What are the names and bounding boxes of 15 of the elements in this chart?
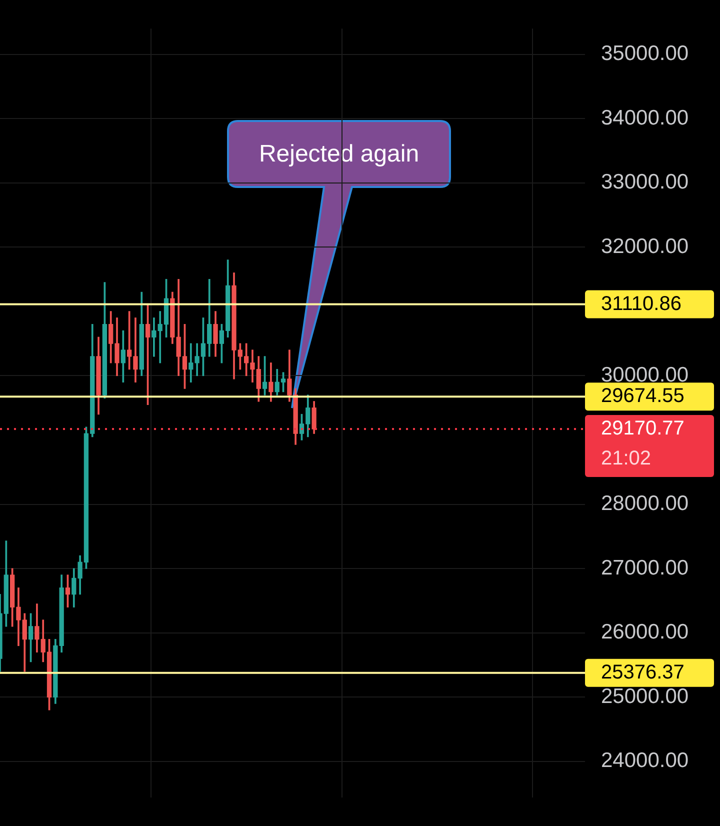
y-tick-label: 35000.00 [601,42,689,66]
y-tick-label: 30000.00 [601,364,689,387]
y-tick-label: 33000.00 [601,170,689,194]
y-tick-label: 32000.00 [601,234,689,258]
y-tick-label: 27000.00 [601,556,689,580]
y-tick-label: 24000.00 [601,749,689,772]
ref-line-label: 29674.55 [601,385,684,408]
y-tick-label: 34000.00 [601,106,689,130]
y-tick-label: 26000.00 [601,620,689,644]
y-tick-label: 25000.00 [601,684,689,708]
ref-line-label: 31110.86 [601,292,682,315]
y-tick-label: 28000.00 [601,492,689,516]
ref-line-label: 25376.37 [601,661,684,684]
ref-line-label: 29170.77 [601,418,684,440]
text: 21:02 [601,448,652,470]
